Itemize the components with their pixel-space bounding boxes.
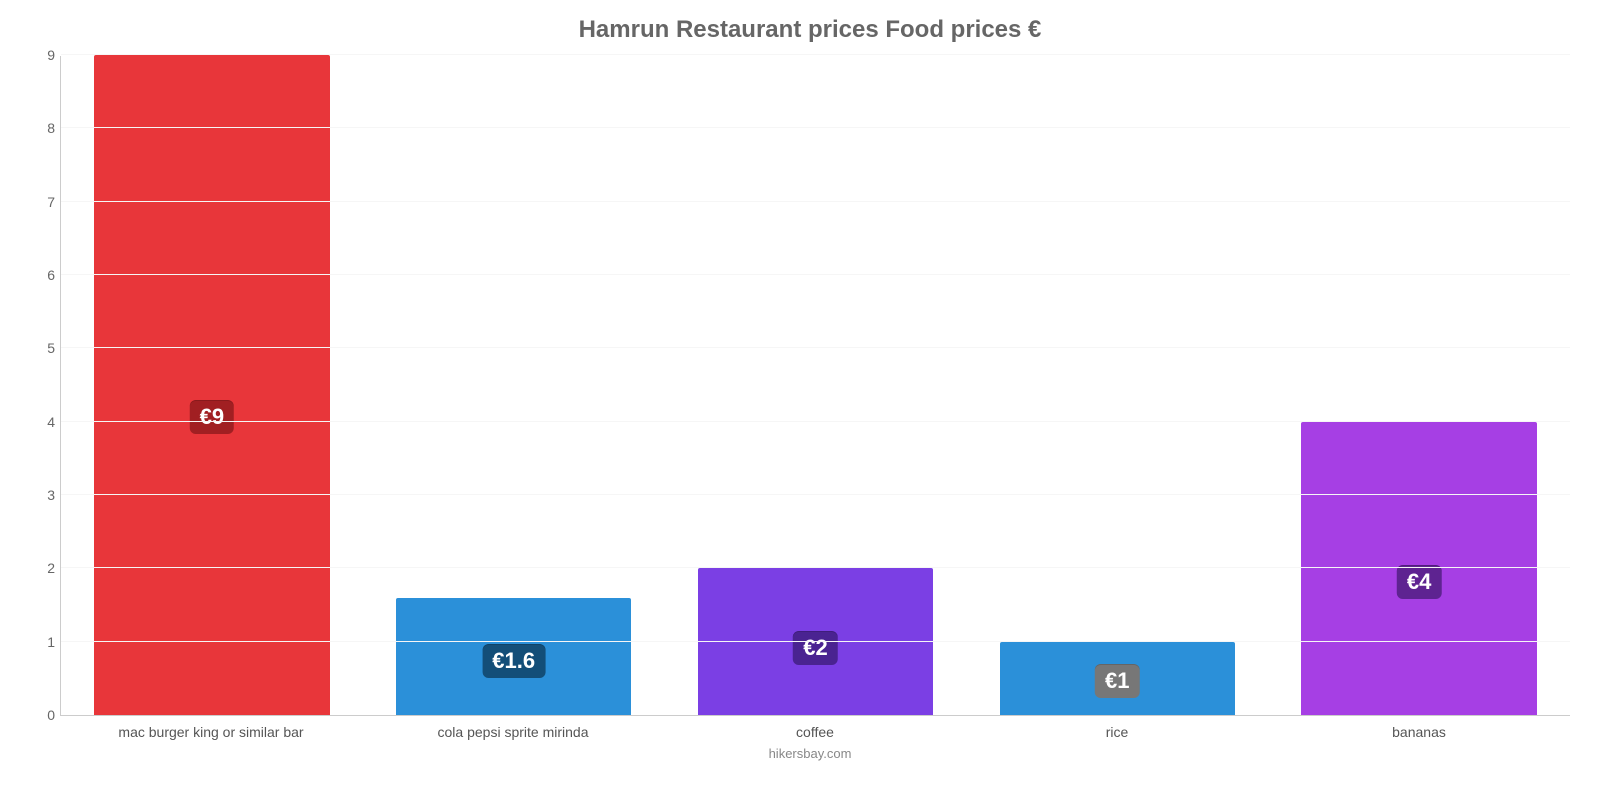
y-tick-label: 2 — [27, 560, 55, 576]
bar-chart: Hamrun Restaurant prices Food prices € €… — [0, 0, 1600, 800]
bar: €1.6 — [396, 598, 631, 715]
y-tick-label: 9 — [27, 47, 55, 63]
bar-slot: €4 — [1268, 56, 1570, 715]
gridline — [61, 494, 1570, 495]
gridline — [61, 347, 1570, 348]
y-tick-label: 6 — [27, 267, 55, 283]
y-tick-label: 8 — [27, 120, 55, 136]
y-tick-label: 5 — [27, 340, 55, 356]
gridline — [61, 641, 1570, 642]
bar-slot: €2 — [665, 56, 967, 715]
bars-row: €9 €1.6 €2 €1 €4 — [61, 56, 1570, 715]
gridline — [61, 127, 1570, 128]
x-tick-label: bananas — [1268, 724, 1570, 740]
footer-credit: hikersbay.com — [50, 746, 1570, 761]
y-tick-label: 3 — [27, 487, 55, 503]
bar-slot: €9 — [61, 56, 363, 715]
x-tick-label: mac burger king or similar bar — [60, 724, 362, 740]
plot-area: €9€1.6€2€1€4 0123456789 — [60, 56, 1570, 716]
gridline — [61, 54, 1570, 55]
bar-value-label: €1 — [1095, 664, 1139, 698]
x-axis-labels: mac burger king or similar barcola pepsi… — [60, 724, 1570, 740]
gridline — [61, 567, 1570, 568]
bar: €9 — [94, 55, 329, 715]
y-tick-label: 1 — [27, 634, 55, 650]
gridline — [61, 421, 1570, 422]
gridline — [61, 201, 1570, 202]
x-tick-label: coffee — [664, 724, 966, 740]
bar-slot: €1.6 — [363, 56, 665, 715]
bar-value-label: €2 — [793, 631, 837, 665]
bar-slot: €1 — [966, 56, 1268, 715]
y-tick-label: 0 — [27, 707, 55, 723]
bar: €1 — [1000, 642, 1235, 715]
chart-title: Hamrun Restaurant prices Food prices € — [50, 16, 1570, 44]
y-tick-label: 7 — [27, 194, 55, 210]
gridline — [61, 274, 1570, 275]
x-tick-label: cola pepsi sprite mirinda — [362, 724, 664, 740]
y-tick-label: 4 — [27, 414, 55, 430]
bar-value-label: €1.6 — [482, 644, 545, 678]
bar: €2 — [698, 568, 933, 715]
bar-value-label: €9 — [190, 400, 234, 434]
bar-value-label: €4 — [1397, 565, 1441, 599]
x-tick-label: rice — [966, 724, 1268, 740]
